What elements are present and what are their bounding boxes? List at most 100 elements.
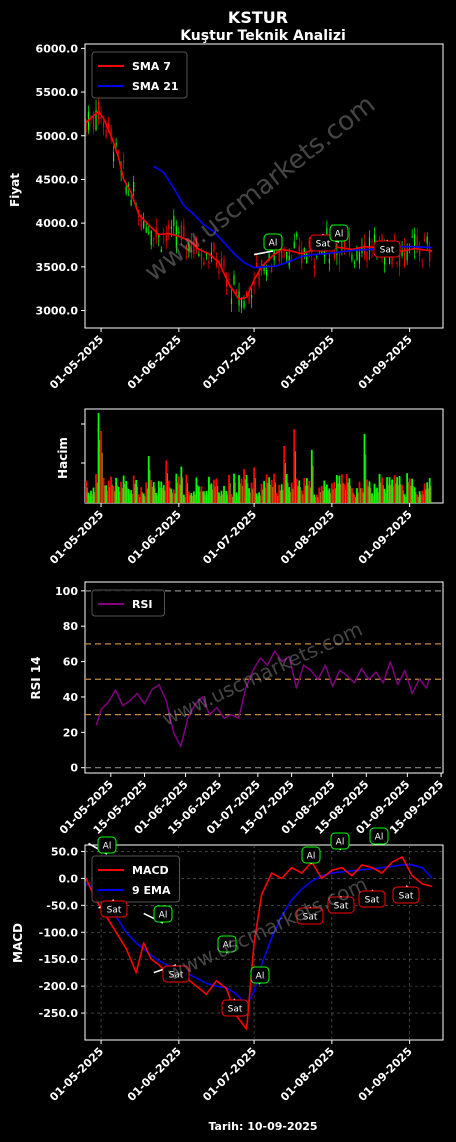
volume-bar-overlay	[94, 492, 96, 503]
volume-bar	[187, 491, 190, 503]
volume-bar	[416, 494, 419, 503]
volume-bar-overlay	[417, 496, 419, 503]
candle-body	[143, 221, 145, 229]
sma7-line	[85, 110, 433, 301]
volume-bar	[205, 490, 208, 503]
volume-bar	[290, 482, 293, 503]
volume-bar-overlay	[164, 490, 166, 503]
volume-panel: Hacim 01-05-2025 01-06-2025 01-07-2025 01-08…	[47, 408, 444, 567]
volume-bar	[418, 491, 421, 503]
candle-body	[293, 241, 295, 248]
volume-bar	[117, 486, 120, 503]
volume-bar-overlay	[222, 494, 224, 503]
volume-bar-overlay	[232, 496, 234, 503]
sell-signal-box	[327, 896, 355, 914]
plot-frame	[84, 844, 444, 1041]
volume-bar	[145, 482, 148, 503]
candle-body	[351, 254, 353, 260]
candle-body	[208, 261, 210, 265]
x-tick-label: 01-09-2025	[356, 1045, 415, 1104]
volume-bar	[233, 473, 235, 503]
candle-body	[112, 152, 115, 162]
volume-bar	[403, 494, 406, 503]
volume-bar	[147, 456, 150, 503]
volume-bar	[283, 446, 286, 503]
candle-body	[107, 123, 110, 129]
volume-bar	[300, 490, 303, 503]
volume-bar	[127, 488, 130, 503]
volume-bar	[157, 481, 160, 503]
volume-bar-overlay	[420, 494, 422, 503]
volume-bar-overlay	[392, 486, 394, 503]
volume-bar-overlay	[289, 491, 292, 503]
volume-bar	[383, 488, 386, 503]
signal-arrow	[253, 250, 274, 256]
candle-body	[316, 256, 318, 258]
candle-body	[85, 121, 87, 132]
candle-body	[118, 152, 120, 154]
macd-panel: -250.0 -200.0 -150.0 -100.0 -50.0 0.0 50.0 MACD…	[11, 827, 444, 1104]
volume-bar	[328, 488, 331, 503]
candle-body	[215, 262, 218, 266]
candle-body	[243, 301, 245, 308]
candle-body	[303, 248, 305, 255]
legend-label: RSI	[132, 598, 153, 611]
volume-bar-overlay	[129, 493, 131, 503]
candle-body	[419, 250, 421, 256]
candle-body	[278, 249, 280, 262]
legend-box	[91, 589, 165, 617]
candle-body	[313, 265, 315, 269]
volume-bar-overlay	[422, 494, 424, 503]
volume-bar	[167, 480, 170, 503]
volume-bar-overlay	[207, 494, 209, 503]
volume-bar-overlay	[199, 491, 201, 503]
candle-body	[92, 117, 95, 129]
volume-bar-overlay	[415, 491, 417, 503]
volume-bar-overlay	[186, 483, 189, 503]
volume-bar	[170, 488, 173, 503]
volume-bar	[105, 485, 107, 503]
volume-bar-overlay	[259, 495, 261, 503]
sell-signal-label: Sat	[316, 240, 331, 250]
candle-body	[296, 233, 298, 237]
sell-signal-box	[309, 234, 337, 252]
volume-bar	[368, 481, 371, 503]
candle-body	[173, 215, 175, 226]
x-tick-label: 01-05-2025	[47, 1045, 106, 1104]
volume-bar-overlay	[194, 494, 196, 503]
volume-bar	[408, 478, 411, 503]
candle-body	[200, 253, 203, 260]
candle-body	[188, 242, 190, 251]
volume-bar-overlay	[405, 496, 407, 503]
volume-bar-overlay	[204, 494, 206, 503]
volume-bar	[208, 476, 210, 503]
y-tick-label: 4500.0	[36, 173, 79, 186]
y-axis-label: RSI 14	[29, 656, 43, 699]
volume-bar	[243, 469, 245, 503]
x-tick-label: 01-08-2025	[278, 508, 337, 567]
buy-signal-box	[250, 966, 270, 984]
y-tick-label: 0.0	[59, 872, 79, 885]
candle-body	[406, 249, 408, 261]
candle-body	[180, 224, 182, 241]
volume-bar-overlay	[257, 496, 259, 503]
volume-bar-overlay	[247, 483, 249, 503]
volume-bar-overlay	[126, 487, 128, 503]
candle-body	[95, 109, 97, 131]
volume-bar	[150, 480, 153, 503]
x-tick-label: 01-06-2025	[125, 333, 184, 392]
volume-bar	[371, 493, 373, 503]
volume-bar-overlay	[345, 489, 347, 503]
volume-bar	[85, 480, 87, 503]
volume-bar	[313, 494, 316, 503]
candle-body	[160, 249, 162, 253]
volume-bar	[137, 494, 140, 503]
volume-bar-overlay	[297, 486, 299, 503]
candle-body	[358, 252, 361, 264]
volume-bar-overlay	[342, 482, 344, 503]
candle-body	[123, 160, 125, 163]
volume-bar	[218, 492, 220, 503]
y-tick-label: 0	[70, 762, 78, 775]
